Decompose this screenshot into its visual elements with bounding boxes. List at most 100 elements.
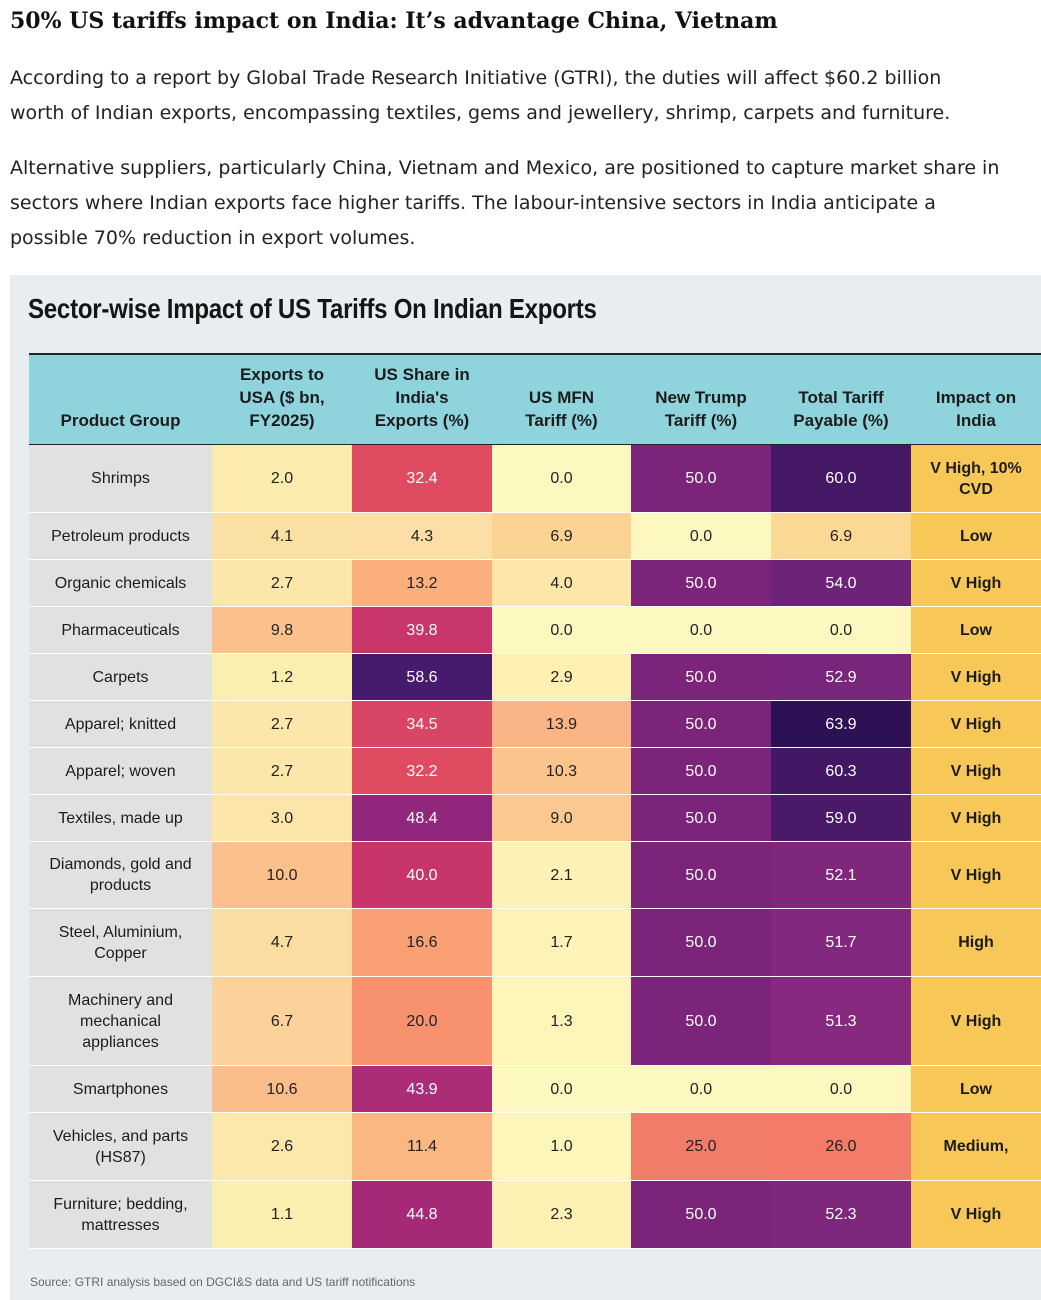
header-text-line: US Share in	[374, 365, 470, 384]
mfn-cell: 1.0	[492, 1112, 631, 1181]
total-cell: 63.9	[771, 700, 911, 748]
product-group-text: Organic chemicals	[54, 574, 187, 592]
table-row: Carpets 1.2 58.6 2.9 50.0 52.9 V High	[29, 653, 1041, 701]
total-cell: 59.0	[771, 794, 911, 842]
impact-cell: V High	[911, 653, 1041, 701]
table-row: Petroleum products 4.1 4.3 6.9 0.0 6.9 Low	[29, 512, 1041, 560]
impact-text: Low	[960, 527, 992, 545]
trump-cell: 50.0	[631, 1180, 771, 1249]
header-text-line: Tariff (%)	[525, 411, 598, 430]
impact-cell: Low	[911, 1065, 1041, 1113]
table-row: Apparel; knitted 2.7 34.5 13.9 50.0 63.9 V Hig…	[29, 700, 1041, 748]
trump-cell: 50.0	[631, 559, 771, 607]
us-share-cell: 11.4	[352, 1112, 492, 1181]
mfn-cell: 1.3	[492, 976, 631, 1066]
product-group-text: mattresses	[81, 1216, 160, 1234]
impact-cell: V High	[911, 700, 1041, 748]
exports-cell: 4.7	[212, 908, 352, 977]
table-row: Smartphones 10.6 43.9 0.0 0.0 0.0 Low	[29, 1065, 1041, 1113]
trump-cell: 0.0	[631, 512, 771, 560]
us-share-cell: 16.6	[352, 908, 492, 977]
impact-cell: Medium,	[911, 1112, 1041, 1181]
impact-cell: Low	[911, 512, 1041, 560]
col-impact-header: Impact on India	[911, 353, 1041, 445]
source-note: Source: GTRI analysis based on DGCI&S da…	[30, 1275, 416, 1289]
product-group-cell: Machinery and mechanical appliances	[29, 976, 212, 1066]
impact-text: V High, 10%	[930, 459, 1022, 477]
col-us-mfn-tariff-header: US MFN Tariff (%)	[492, 353, 631, 445]
impact-cell: V High	[911, 747, 1041, 795]
trump-cell: 50.0	[631, 444, 771, 513]
impact-text: Medium,	[943, 1138, 1009, 1155]
total-cell: 54.0	[771, 559, 911, 607]
header-text-line: Exports (%)	[374, 411, 470, 430]
trump-cell: 25.0	[631, 1112, 771, 1181]
product-group-cell: Carpets	[29, 653, 212, 701]
impact-text: V High	[950, 574, 1002, 592]
header-text-line: FY2025)	[249, 411, 315, 430]
product-group-text: Apparel; woven	[65, 762, 176, 780]
us-share-cell: 20.0	[352, 976, 492, 1066]
product-group-text: appliances	[82, 1033, 159, 1051]
col-new-trump-tariff-header: New Trump Tariff (%)	[631, 353, 771, 445]
product-group-cell: Apparel; knitted	[29, 700, 212, 748]
header-text-line: Exports to	[239, 365, 325, 384]
total-cell: 51.7	[771, 908, 911, 977]
paragraph-1-line-1: According to a report by Global Trade Re…	[10, 67, 942, 89]
product-group-cell: Steel, Aluminium, Copper	[29, 908, 212, 977]
total-cell: 0.0	[771, 1065, 911, 1113]
product-group-text: (HS87)	[95, 1148, 146, 1166]
exports-cell: 1.1	[212, 1180, 352, 1249]
mfn-cell: 4.0	[492, 559, 631, 607]
us-share-cell: 39.8	[352, 606, 492, 654]
table-row: Shrimps 2.0 32.4 0.0 50.0 60.0 V High, 10% CVD	[29, 444, 1041, 513]
exports-cell: 2.7	[212, 747, 352, 795]
product-group-cell: Pharmaceuticals	[29, 606, 212, 654]
col-total-tariff-header: Total Tariff Payable (%)	[771, 353, 911, 445]
product-group-text: Steel, Aluminium,	[58, 923, 183, 941]
paragraph-1-line-2: worth of Indian exports, encompassing te…	[10, 102, 951, 124]
paragraph-2-line-1: Alternative suppliers, particularly Chin…	[10, 157, 1000, 179]
mfn-cell: 9.0	[492, 794, 631, 842]
header-text-line: India	[956, 411, 996, 430]
mfn-cell: 0.0	[492, 1065, 631, 1113]
mfn-cell: 6.9	[492, 512, 631, 560]
exports-cell: 2.7	[212, 700, 352, 748]
product-group-text: Copper	[94, 944, 147, 962]
product-group-cell: Petroleum products	[29, 512, 212, 560]
table-row: Furniture; bedding, mattresses 1.1 44.8 2.3 5…	[29, 1180, 1041, 1249]
trump-cell: 50.0	[631, 908, 771, 977]
product-group-cell: Furniture; bedding, mattresses	[29, 1180, 212, 1249]
exports-cell: 3.0	[212, 794, 352, 842]
total-cell: 60.0	[771, 444, 911, 513]
total-cell: 52.3	[771, 1180, 911, 1249]
impact-text: V High	[950, 1206, 1002, 1223]
header-text-line: India's	[395, 388, 449, 407]
infographic-title: Sector-wise Impact of US Tariffs On Indi…	[28, 293, 597, 324]
total-cell: 6.9	[771, 512, 911, 560]
header-row: Product Group Exports to USA ($ bn, FY2025)…	[29, 353, 1041, 445]
us-share-cell: 4.3	[352, 512, 492, 560]
mfn-cell: 0.0	[492, 444, 631, 513]
impact-cell: V High, 10% CVD	[911, 444, 1041, 513]
header-text-line: Payable (%)	[793, 411, 889, 430]
trump-cell: 0.0	[631, 606, 771, 654]
product-group-cell: Smartphones	[29, 1065, 212, 1113]
table-row: Vehicles, and parts (HS87) 2.6 11.4 1.0 25.0 2…	[29, 1112, 1041, 1181]
product-group-text: Apparel; knitted	[64, 715, 177, 733]
product-group-text: Diamonds, gold and	[49, 856, 192, 873]
impact-text: V High	[950, 762, 1002, 780]
impact-text: High	[958, 934, 994, 951]
paragraph-2-line-3: possible 70% reduction in export volumes…	[10, 227, 416, 249]
table-row: Machinery and mechanical appliances 6.7 20.0…	[29, 976, 1041, 1066]
exports-cell: 6.7	[212, 976, 352, 1066]
product-group-cell: Organic chemicals	[29, 559, 212, 607]
table-row: Organic chemicals 2.7 13.2 4.0 50.0 54.0 V Hig…	[29, 559, 1041, 607]
exports-cell: 4.1	[212, 512, 352, 560]
us-share-cell: 48.4	[352, 794, 492, 842]
col-product-group-header: Product Group	[29, 353, 212, 445]
product-group-text: Shrimps	[91, 470, 150, 487]
us-share-cell: 34.5	[352, 700, 492, 748]
trump-cell: 50.0	[631, 794, 771, 842]
product-group-text: Machinery and	[68, 991, 173, 1009]
